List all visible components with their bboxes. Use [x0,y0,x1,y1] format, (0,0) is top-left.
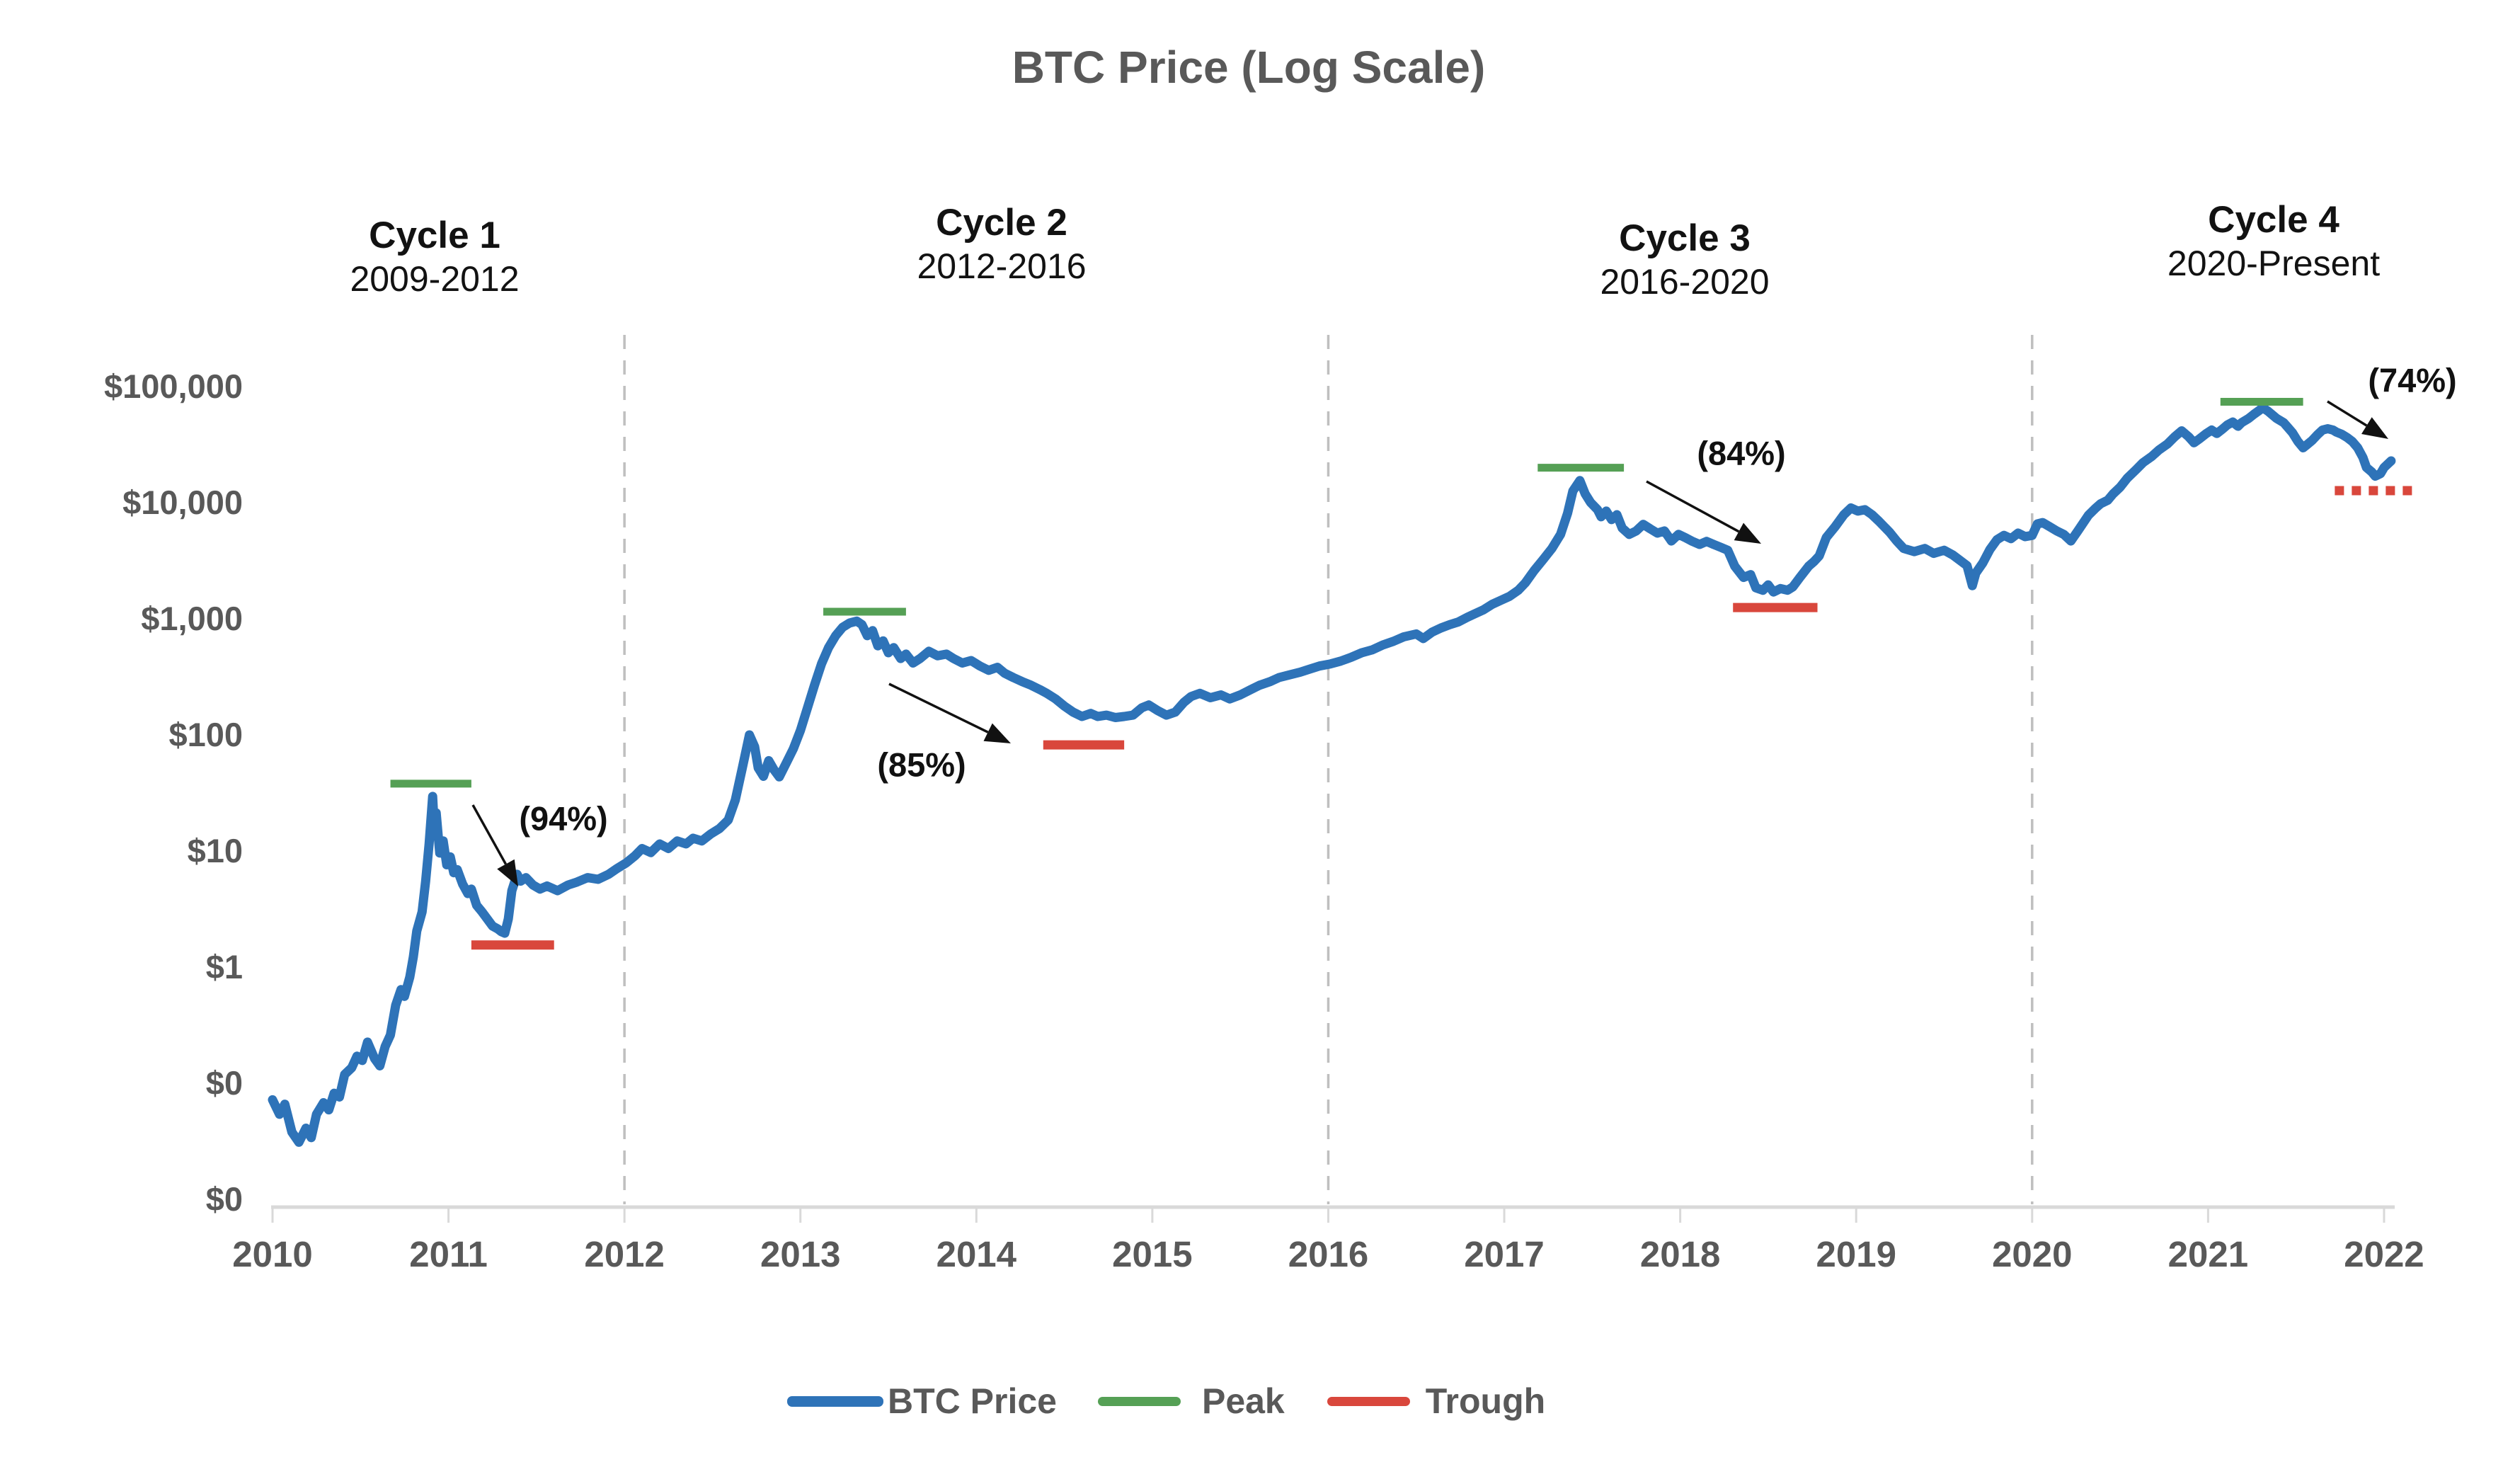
drawdown-arrow-head [983,723,1011,743]
btc-price-line [268,403,2396,1147]
legend-item-btc-price: BTC Price [787,1381,1057,1422]
cycle-4-name: Cycle 4 [2208,199,2339,241]
x-axis-label: 2011 [409,1234,488,1274]
y-axis-label: $1,000 [141,600,243,637]
cycle-1-name: Cycle 1 [369,215,500,256]
btc-price-line-swatch [787,1395,883,1407]
x-axis-label: 2014 [936,1234,1017,1274]
cycle-4-header: Cycle 4 2020-Present [2167,198,2380,285]
x-axis-label: 2019 [1816,1234,1896,1274]
drawdown-annotation-cycle-4: (74%) [2368,361,2457,399]
y-axis-label: $100,000 [103,367,243,405]
trough-line-swatch [1327,1396,1410,1406]
drawdown-arrow-line [1646,480,1740,533]
cycle-2-header: Cycle 2 2012-2016 [917,201,1086,287]
y-axis-label: $10 [187,832,243,869]
x-axis-label: 2012 [584,1234,665,1274]
y-axis-label: $100 [168,716,243,753]
cycle-2-name: Cycle 2 [936,202,1067,244]
y-axis-label: $0 [205,1064,243,1102]
legend-label-trough: Trough [1425,1381,1546,1421]
drawdown-arrow-line [888,683,989,733]
drawdown-arrow-head [2361,417,2388,439]
x-axis-label: 2016 [1288,1234,1369,1274]
drawdown-annotation-cycle-1: (94%) [519,799,608,838]
x-axis-label: 2022 [2344,1234,2424,1274]
x-axis-label: 2020 [1992,1234,2073,1274]
y-axis-label: $0 [205,1180,243,1218]
cycle-3-header: Cycle 3 2016-2020 [1600,217,1769,303]
chart-title: BTC Price (Log Scale) [1012,42,1486,93]
legend-label-peak: Peak [1201,1381,1285,1421]
y-axis-label: $10,000 [122,484,243,521]
legend-item-peak: Peak [1097,1381,1285,1422]
cycle-1-header: Cycle 1 2009-2012 [350,214,519,300]
drawdown-arrow-line [471,804,508,865]
x-axis-label: 2013 [760,1234,841,1274]
cycle-4-period: 2020-Present [2167,244,2381,283]
legend-item-trough: Trough [1327,1381,1545,1422]
drawdown-annotation-cycle-3: (84%) [1697,434,1786,472]
x-axis-label: 2010 [232,1234,313,1274]
drawdown-arrow-head [497,859,518,886]
cycle-3-name: Cycle 3 [1619,217,1751,259]
x-axis-label: 2015 [1112,1234,1193,1274]
drawdown-arrow-head [1734,522,1761,544]
cycle-3-period: 2016-2020 [1600,262,1770,302]
x-axis-label: 2021 [2167,1234,2249,1274]
x-axis-label: 2018 [1639,1234,1721,1274]
y-axis-label: $1 [205,948,243,986]
x-axis-label: 2017 [1464,1234,1545,1274]
peak-line-swatch [1097,1396,1181,1406]
legend-label-btc-price: BTC Price [888,1381,1057,1421]
cycle-1-period: 2009-2012 [350,259,520,299]
drawdown-arrow-line [2327,400,2368,427]
drawdown-annotation-cycle-2: (85%) [877,746,966,784]
legend: BTC Price Peak Trough [787,1381,1545,1422]
cycle-2-period: 2012-2016 [917,246,1087,286]
